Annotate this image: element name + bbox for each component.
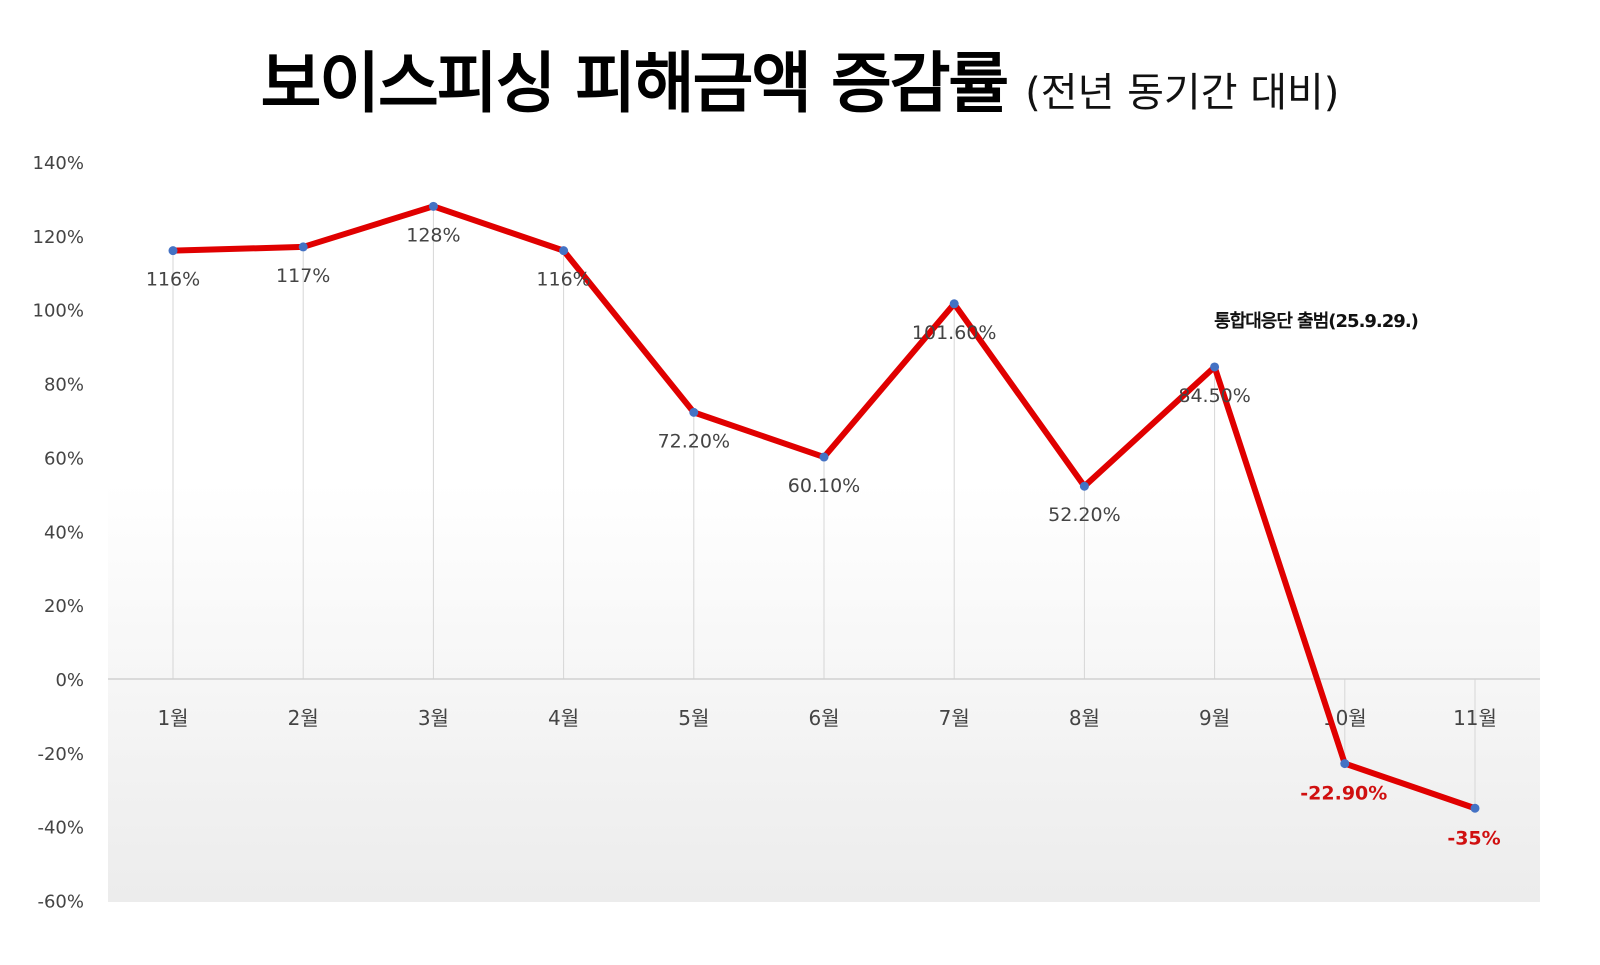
x-tick-label: 11월 [1453, 706, 1497, 730]
title-main: 보이스피싱 피해금액 증감률 [260, 45, 1010, 122]
y-tick-label: -20% [37, 744, 84, 765]
y-tick-label: -40% [37, 818, 84, 839]
x-tick-label: 1월 [157, 706, 188, 730]
x-tick-label: 3월 [418, 706, 449, 730]
data-label: 60.10% [788, 475, 860, 497]
data-label: 116% [146, 269, 200, 291]
data-label: -35% [1447, 827, 1500, 849]
annotation-label: 통합대응단 출범(25.9.29.) [1214, 310, 1418, 332]
data-point [1079, 481, 1089, 491]
x-tick-label: 4월 [548, 706, 579, 730]
data-point [819, 452, 829, 462]
y-tick-label: 0% [55, 670, 84, 691]
data-label: 128% [406, 224, 460, 246]
y-tick-label: 80% [44, 375, 84, 396]
x-tick-label: 5월 [678, 706, 709, 730]
data-point [1470, 803, 1480, 813]
data-label: 84.50% [1178, 385, 1250, 407]
data-point [1340, 759, 1350, 769]
data-label: 116% [536, 269, 590, 291]
data-point [689, 407, 699, 417]
data-point [168, 246, 178, 256]
x-tick-label: 7월 [939, 706, 970, 730]
chart-title: 보이스피싱 피해금액 증감률 (전년 동기간 대비) [0, 30, 1600, 126]
data-label: 117% [276, 265, 330, 287]
data-point [949, 299, 959, 309]
y-tick-label: 140% [33, 153, 84, 174]
x-tick-label: 9월 [1199, 706, 1230, 730]
x-tick-label: 2월 [288, 706, 319, 730]
data-label: -22.90% [1300, 783, 1387, 805]
y-tick-label: -60% [37, 892, 84, 913]
data-label: 52.20% [1048, 504, 1120, 526]
data-point [1210, 362, 1220, 372]
data-label: 101.60% [912, 322, 997, 344]
x-tick-label: 8월 [1069, 706, 1100, 730]
x-tick-label: 6월 [808, 706, 839, 730]
data-point [559, 246, 569, 256]
y-tick-label: 100% [33, 301, 84, 322]
y-tick-label: 120% [33, 227, 84, 248]
data-point [428, 201, 438, 211]
title-subtitle: (전년 동기간 대비) [1025, 70, 1340, 116]
y-tick-label: 40% [44, 522, 84, 543]
data-label: 72.20% [658, 430, 730, 452]
y-tick-label: 60% [44, 448, 84, 469]
y-tick-label: 20% [44, 596, 84, 617]
data-point [298, 242, 308, 252]
